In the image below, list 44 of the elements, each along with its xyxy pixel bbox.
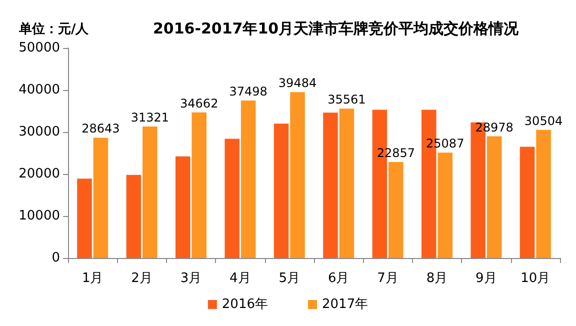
bar [536, 130, 551, 258]
bar [176, 156, 190, 258]
bar [192, 112, 206, 258]
bar [339, 108, 354, 258]
data-label: 39484 [278, 76, 317, 90]
x-tick-label: 4月 [230, 271, 251, 286]
legend-label: 2017年 [322, 297, 368, 312]
data-label: 34662 [180, 96, 218, 110]
data-label: 37498 [229, 84, 268, 99]
bar [126, 174, 142, 258]
y-tick-label: 30000 [18, 124, 60, 140]
y-axis-title: 单位：元/人 [18, 21, 90, 37]
bar [438, 152, 452, 258]
x-tick-label: 5月 [278, 271, 300, 286]
legend-label: 2016年 [222, 297, 268, 312]
bar [388, 162, 404, 258]
x-tick-label: 10月 [520, 271, 550, 286]
y-tick-label: 0 [52, 250, 60, 266]
y-tick-label: 50000 [18, 40, 60, 56]
bar [323, 112, 338, 258]
x-tick-label: 1月 [82, 271, 104, 286]
x-tick-label: 9月 [476, 271, 497, 286]
bar [520, 146, 535, 258]
y-tick-label: 10000 [18, 208, 60, 224]
bar [142, 126, 158, 258]
bar [93, 138, 108, 258]
x-tick-label: 7月 [377, 271, 398, 286]
data-label: 30504 [524, 114, 563, 128]
x-tick-label: 6月 [328, 271, 350, 286]
y-tick-label: 40000 [18, 82, 60, 98]
bar [240, 100, 256, 258]
bar [224, 138, 240, 258]
chart-title: 2016-2017年10月天津市车牌竞价平均成交价格情况 [153, 20, 520, 38]
bar [486, 136, 502, 258]
x-tick-label: 8月 [426, 271, 448, 286]
data-label: 28643 [82, 122, 120, 136]
x-tick-label: 2月 [131, 271, 152, 286]
y-tick-label: 20000 [18, 166, 60, 182]
x-tick-label: 3月 [180, 271, 202, 286]
bar [290, 92, 305, 258]
bar [77, 178, 92, 258]
data-label: 35561 [328, 92, 366, 107]
data-label: 31321 [130, 110, 170, 124]
bar [274, 124, 289, 258]
